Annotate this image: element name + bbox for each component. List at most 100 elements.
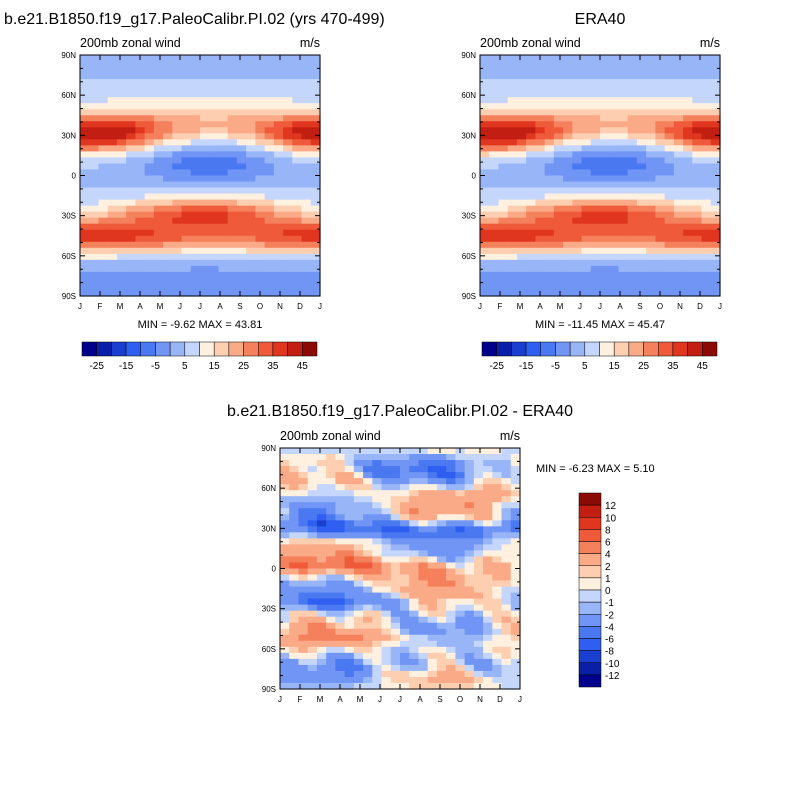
panel-era40-cell: [618, 229, 629, 237]
panel-era40-cell: [544, 211, 555, 219]
panel-diff-cell: [510, 502, 521, 509]
panel-model-cell: [209, 115, 220, 122]
panel-diff-cell: [298, 544, 309, 552]
panel-model-cell: [227, 235, 238, 243]
panel-era40-cell: [600, 181, 610, 189]
panel-model-colorbar-label: -15: [119, 361, 134, 372]
panel-era40-cell: [516, 223, 527, 231]
panel-diff-cell: [473, 580, 484, 588]
panel-diff-cell: [335, 556, 346, 564]
panel-diff-cell: [427, 610, 438, 618]
panel-diff-cell: [436, 490, 447, 497]
panel-era40-cell: [710, 247, 721, 255]
panel-model-cell: [144, 85, 155, 92]
panel-diff-cell: [483, 610, 493, 618]
panel-era40-cell: [664, 55, 675, 62]
panel-diff-cell: [326, 454, 336, 461]
panel-era40-cell: [673, 103, 684, 110]
panel-model-cell: [98, 247, 109, 255]
panel-era40-cell: [664, 163, 675, 171]
panel-era40-cell: [581, 61, 592, 68]
panel-diff-x-tick-label: J: [278, 695, 282, 704]
panel-era40-cell: [544, 61, 555, 68]
panel-diff-cell: [289, 490, 300, 497]
panel-model-cell: [246, 121, 256, 128]
panel-diff-cell: [335, 622, 346, 630]
panel-diff-cell: [298, 466, 309, 473]
panel-diff-cell: [326, 592, 336, 600]
panel-diff-cell: [353, 544, 364, 552]
panel-era40-cell: [553, 91, 564, 98]
panel-diff-cell: [418, 568, 429, 576]
panel-era40-cell: [692, 193, 703, 201]
panel-era40-cell: [507, 175, 518, 183]
panel-diff-cell: [381, 490, 392, 497]
panel-model-cell: [264, 79, 275, 86]
panel-model-cell: [200, 283, 210, 291]
panel-era40-cell: [526, 133, 536, 140]
panel-model-x-tick-label: A: [137, 302, 143, 311]
panel-diff-cell: [409, 586, 420, 594]
panel-diff-cell: [400, 604, 410, 612]
panel-model: b.e21.B1850.f19_g17.PaleoCalibr.PI.02 (y…: [4, 11, 385, 331]
panel-diff-cell: [372, 454, 383, 461]
panel-diff-cell: [353, 640, 364, 648]
panel-model-cell: [89, 211, 100, 219]
panel-era40-cell: [673, 217, 684, 225]
panel-model-cell: [301, 127, 312, 134]
panel-model-cell: [172, 241, 183, 249]
panel-diff-cell: [446, 646, 456, 654]
panel-model-cell: [153, 229, 164, 237]
panel-model-left-string: 200mb zonal wind: [80, 36, 181, 50]
panel-era40-cell: [673, 169, 684, 177]
panel-diff-cell: [326, 580, 336, 588]
panel-diff-cell: [353, 658, 364, 666]
panel-diff-cell: [353, 628, 364, 636]
panel-diff-colorbar-box: [578, 614, 602, 627]
panel-diff-cell: [492, 670, 503, 678]
panel-era40-cell: [563, 139, 573, 146]
panel-diff-cell: [298, 532, 309, 539]
panel-era40-cell: [609, 181, 620, 189]
panel-model-cell: [153, 97, 164, 104]
panel-model-x-tick-label: D: [297, 302, 303, 311]
panel-era40-cell: [480, 157, 490, 165]
panel-model-cell: [107, 73, 118, 80]
panel-diff-cell: [344, 574, 355, 582]
panel-diff-left-string: 200mb zonal wind: [280, 429, 381, 443]
panel-diff-cell: [344, 682, 355, 690]
panel-era40-cell: [655, 193, 666, 201]
panel-model-cell: [172, 187, 183, 195]
panel-era40-cell: [618, 217, 629, 225]
panel-diff-cell: [436, 622, 447, 630]
panel-model-cell: [310, 139, 321, 146]
panel-diff-cell: [353, 532, 364, 539]
panel-model-cell: [301, 139, 312, 146]
panel-diff-cell: [400, 580, 410, 588]
panel-model-cell: [107, 139, 118, 146]
panel-model-cell: [283, 121, 293, 128]
panel-diff-cell: [353, 634, 364, 642]
panel-era40-cell: [553, 235, 564, 243]
panel-era40-cell: [590, 181, 601, 189]
panel-era40-cell: [636, 85, 647, 92]
panel-era40-cell: [683, 259, 693, 267]
panel-model-cell: [264, 55, 275, 62]
panel-model-cell: [200, 157, 210, 165]
panel-model-cell: [98, 205, 109, 213]
panel-diff-cell: [455, 460, 466, 467]
panel-diff-cell: [455, 454, 466, 461]
panel-diff-cell: [473, 652, 484, 660]
panel-model-cell: [126, 205, 136, 213]
panel-model-cell: [172, 115, 183, 122]
panel-diff-cell: [473, 604, 484, 612]
panel-model-cell: [246, 241, 256, 249]
panel-era40-cell: [600, 283, 610, 291]
panel-model-cell: [255, 67, 266, 74]
panel-diff-cell: [298, 526, 309, 533]
panel-diff-cell: [436, 484, 447, 491]
panel-model-cell: [181, 91, 192, 98]
panel-era40-cell: [544, 229, 555, 237]
panel-diff-cell: [446, 472, 456, 479]
panel-era40-cell: [590, 133, 601, 140]
